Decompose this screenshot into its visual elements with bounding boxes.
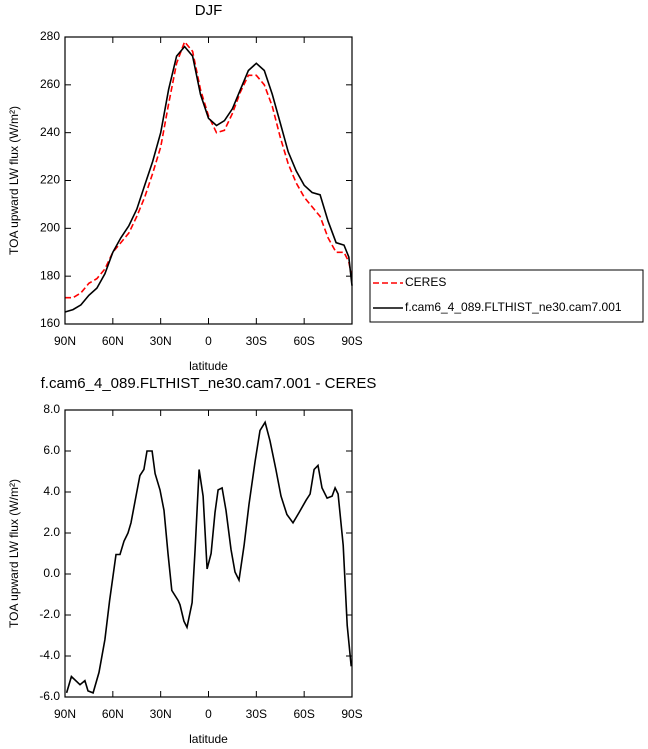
y-tick-label: 220 <box>40 173 60 187</box>
y-tick-label: 8.0 <box>43 402 60 416</box>
x-tick-label: 90S <box>341 334 362 348</box>
y-tick-label: 0.0 <box>43 566 60 580</box>
y-axis-label: TOA upward LW flux (W/m²) <box>7 106 21 255</box>
y-tick-label: -2.0 <box>39 607 60 621</box>
x-axis-label: latitude <box>189 359 228 373</box>
legend-box <box>369 269 644 323</box>
x-tick-label: 30N <box>150 334 172 348</box>
x-tick-label: 60S <box>293 707 314 721</box>
x-tick-label: 30S <box>246 334 267 348</box>
y-tick-label: 280 <box>40 29 60 43</box>
x-tick-label: 90N <box>54 334 76 348</box>
x-axis-label: latitude <box>189 732 228 746</box>
y-tick-label: 4.0 <box>43 484 60 498</box>
y-axis-label: TOA upward LW flux (W/m²) <box>7 479 21 628</box>
x-tick-label: 60N <box>102 707 124 721</box>
y-tick-label: 160 <box>40 316 60 330</box>
x-tick-label: 90N <box>54 707 76 721</box>
y-tick-label: -6.0 <box>39 689 60 703</box>
x-tick-label: 30N <box>150 707 172 721</box>
x-tick-label: 90S <box>341 707 362 721</box>
x-tick-label: 60N <box>102 334 124 348</box>
x-tick-label: 60S <box>293 334 314 348</box>
y-tick-label: 260 <box>40 77 60 91</box>
chart-title: f.cam6_4_089.FLTHIST_ne30.cam7.001 - CER… <box>41 375 377 392</box>
y-tick-label: 200 <box>40 221 60 235</box>
chart-title: DJF <box>195 2 223 19</box>
x-tick-label: 30S <box>246 707 267 721</box>
plot-frame <box>64 36 353 325</box>
line-series <box>65 40 353 299</box>
legend-label: CERES <box>405 275 446 289</box>
line-series <box>64 45 353 313</box>
y-tick-label: -4.0 <box>39 648 60 662</box>
line-series <box>65 420 352 694</box>
x-tick-label: 0 <box>205 707 212 721</box>
x-tick-label: 0 <box>205 334 212 348</box>
y-tick-label: 6.0 <box>43 443 60 457</box>
y-tick-label: 180 <box>40 268 60 282</box>
legend-label: f.cam6_4_089.FLTHIST_ne30.cam7.001 <box>405 300 622 314</box>
plot-frame <box>64 409 353 698</box>
y-tick-label: 2.0 <box>43 525 60 539</box>
y-tick-label: 240 <box>40 125 60 139</box>
